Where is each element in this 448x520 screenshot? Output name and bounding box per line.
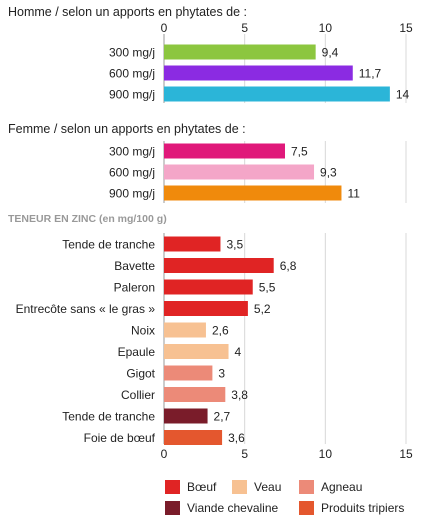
value-label: 11,7 (359, 67, 382, 81)
category-label: 600 mg/j (109, 67, 155, 81)
bar (164, 164, 315, 180)
section-title: Homme / selon un apports en phytates de … (8, 5, 247, 19)
value-label: 2,7 (214, 410, 231, 424)
category-label: Collier (121, 388, 155, 402)
category-label: Gigot (126, 367, 155, 381)
x-tick-bottom-label: 0 (161, 447, 168, 461)
category-label: Foie de bœuf (84, 431, 156, 445)
category-label: Tende de tranche (62, 410, 155, 424)
legend-label: Agneau (321, 480, 362, 494)
value-label: 3 (218, 367, 225, 381)
section-title: Femme / selon un apports en phytates de … (8, 122, 246, 136)
value-label: 9,4 (322, 46, 339, 60)
legend-label: Produits tripiers (321, 501, 404, 515)
bar (164, 408, 208, 424)
category-label: 300 mg/j (109, 46, 155, 60)
category-label: Noix (131, 324, 155, 338)
bar (164, 430, 223, 445)
value-label: 11 (347, 187, 360, 201)
bar (164, 387, 226, 402)
bar (164, 279, 253, 295)
x-tick-bottom-label: 10 (319, 447, 333, 461)
legend-swatch (299, 501, 314, 515)
legend-swatch (299, 480, 314, 494)
category-label: 900 mg/j (109, 187, 155, 201)
value-label: 6,8 (280, 259, 297, 273)
x-tick-top-label: 15 (399, 21, 413, 35)
value-label: 4 (235, 345, 242, 359)
value-label: 7,5 (291, 145, 308, 159)
category-label: Tende de tranche (62, 238, 155, 252)
value-label: 5,2 (254, 302, 271, 316)
bar (164, 365, 213, 381)
bar (164, 322, 206, 338)
bar (164, 301, 248, 316)
legend-swatch (165, 501, 180, 515)
value-label: 3,6 (228, 431, 245, 445)
category-label: Paleron (114, 281, 155, 295)
x-tick-top-label: 5 (241, 21, 248, 35)
bar (164, 236, 221, 252)
bar (164, 143, 285, 159)
x-tick-bottom-label: 15 (399, 447, 413, 461)
x-tick-top-label: 10 (319, 21, 333, 35)
legend-label: Viande chevaline (187, 501, 279, 515)
value-label: 3,8 (231, 388, 248, 402)
legend-swatch (232, 480, 247, 494)
x-tick-bottom-label: 5 (241, 447, 248, 461)
category-label: Epaule (118, 345, 156, 359)
value-label: 9,3 (320, 166, 337, 180)
bar (164, 44, 316, 60)
value-label: 5,5 (259, 281, 276, 295)
category-label: Entrecôte sans « le gras » (16, 302, 156, 316)
category-label: 600 mg/j (109, 166, 155, 180)
category-label: 300 mg/j (109, 145, 155, 159)
bar (164, 258, 274, 273)
value-label: 3,5 (226, 238, 243, 252)
bar (164, 185, 342, 201)
legend-label: Veau (254, 480, 281, 494)
bar (164, 65, 353, 81)
x-tick-top-label: 0 (161, 21, 168, 35)
legend-swatch (165, 480, 180, 494)
value-label: 2,6 (212, 324, 229, 338)
value-label: 14 (396, 88, 410, 102)
category-label: 900 mg/j (109, 88, 155, 102)
section-title: TENEUR EN ZINC (en mg/100 g) (8, 213, 167, 225)
category-label: Bavette (114, 259, 155, 273)
bar (164, 344, 229, 359)
legend-label: Bœuf (187, 480, 217, 494)
bar (164, 86, 390, 102)
